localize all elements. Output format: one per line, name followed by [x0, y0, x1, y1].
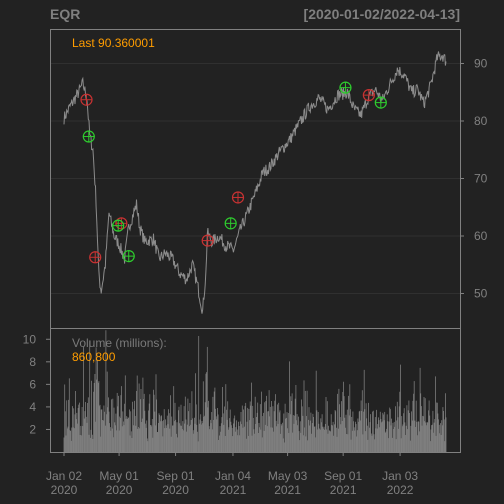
- volume-bars: [63, 330, 447, 452]
- sell-marker: [362, 89, 375, 102]
- date-tick-year: 2020: [51, 483, 78, 497]
- price-tick-label: 80: [474, 114, 488, 128]
- price-tick-label: 50: [474, 287, 488, 301]
- date-tick-year: 2021: [220, 483, 247, 497]
- volume-tick-label: 10: [23, 332, 37, 346]
- sell-marker: [80, 93, 93, 106]
- buy-marker: [339, 81, 352, 94]
- volume-tick-label: 4: [29, 400, 36, 414]
- date-tick-year: 2020: [106, 483, 133, 497]
- sell-marker: [231, 191, 245, 204]
- volume-axis: 2 4 6 8 10: [23, 332, 50, 436]
- sell-marker: [89, 251, 102, 264]
- date-tick-label: Jan 03: [382, 469, 418, 483]
- price-tick-label: 90: [474, 57, 488, 71]
- sell-marker: [201, 234, 214, 247]
- price-line: [63, 51, 447, 314]
- volume-panel-frame: [50, 328, 461, 453]
- date-tick-year: 2021: [330, 483, 357, 497]
- chart-symbol: EQR: [50, 6, 80, 22]
- buy-marker: [224, 217, 237, 230]
- chart-date-range: [2020-01-02/2022-04-13]: [304, 6, 460, 22]
- date-tick-label: Jan 04: [215, 469, 251, 483]
- buy-marker: [122, 250, 135, 263]
- price-tick-label: 60: [474, 229, 488, 243]
- date-tick-year: 2022: [387, 483, 414, 497]
- date-tick-label: Jan 02: [46, 469, 82, 483]
- sell-marker: [115, 217, 128, 230]
- date-tick-year: 2021: [274, 483, 301, 497]
- date-tick-label: Sep 01: [157, 469, 195, 483]
- price-axis: 50 60 70 80 90: [460, 57, 488, 301]
- price-tick-label: 70: [474, 172, 488, 186]
- trade-markers: [80, 81, 387, 264]
- date-tick-label: Sep 01: [324, 469, 362, 483]
- date-tick-label: May 03: [268, 469, 308, 483]
- buy-marker: [82, 130, 95, 143]
- price-line-group: [63, 51, 447, 314]
- last-volume-value: 860,800: [72, 350, 116, 364]
- volume-tick-label: 2: [29, 422, 36, 436]
- volume-tick-label: 8: [29, 355, 36, 369]
- volume-tick-label: 6: [29, 377, 36, 391]
- buy-marker: [112, 219, 125, 232]
- date-tick-label: May 01: [99, 469, 139, 483]
- date-tick-year: 2020: [162, 483, 189, 497]
- buy-marker: [374, 96, 387, 109]
- volume-label: Volume (millions):: [72, 336, 167, 350]
- last-price-label: Last 90.360001: [72, 36, 155, 50]
- price-grid: [50, 63, 460, 294]
